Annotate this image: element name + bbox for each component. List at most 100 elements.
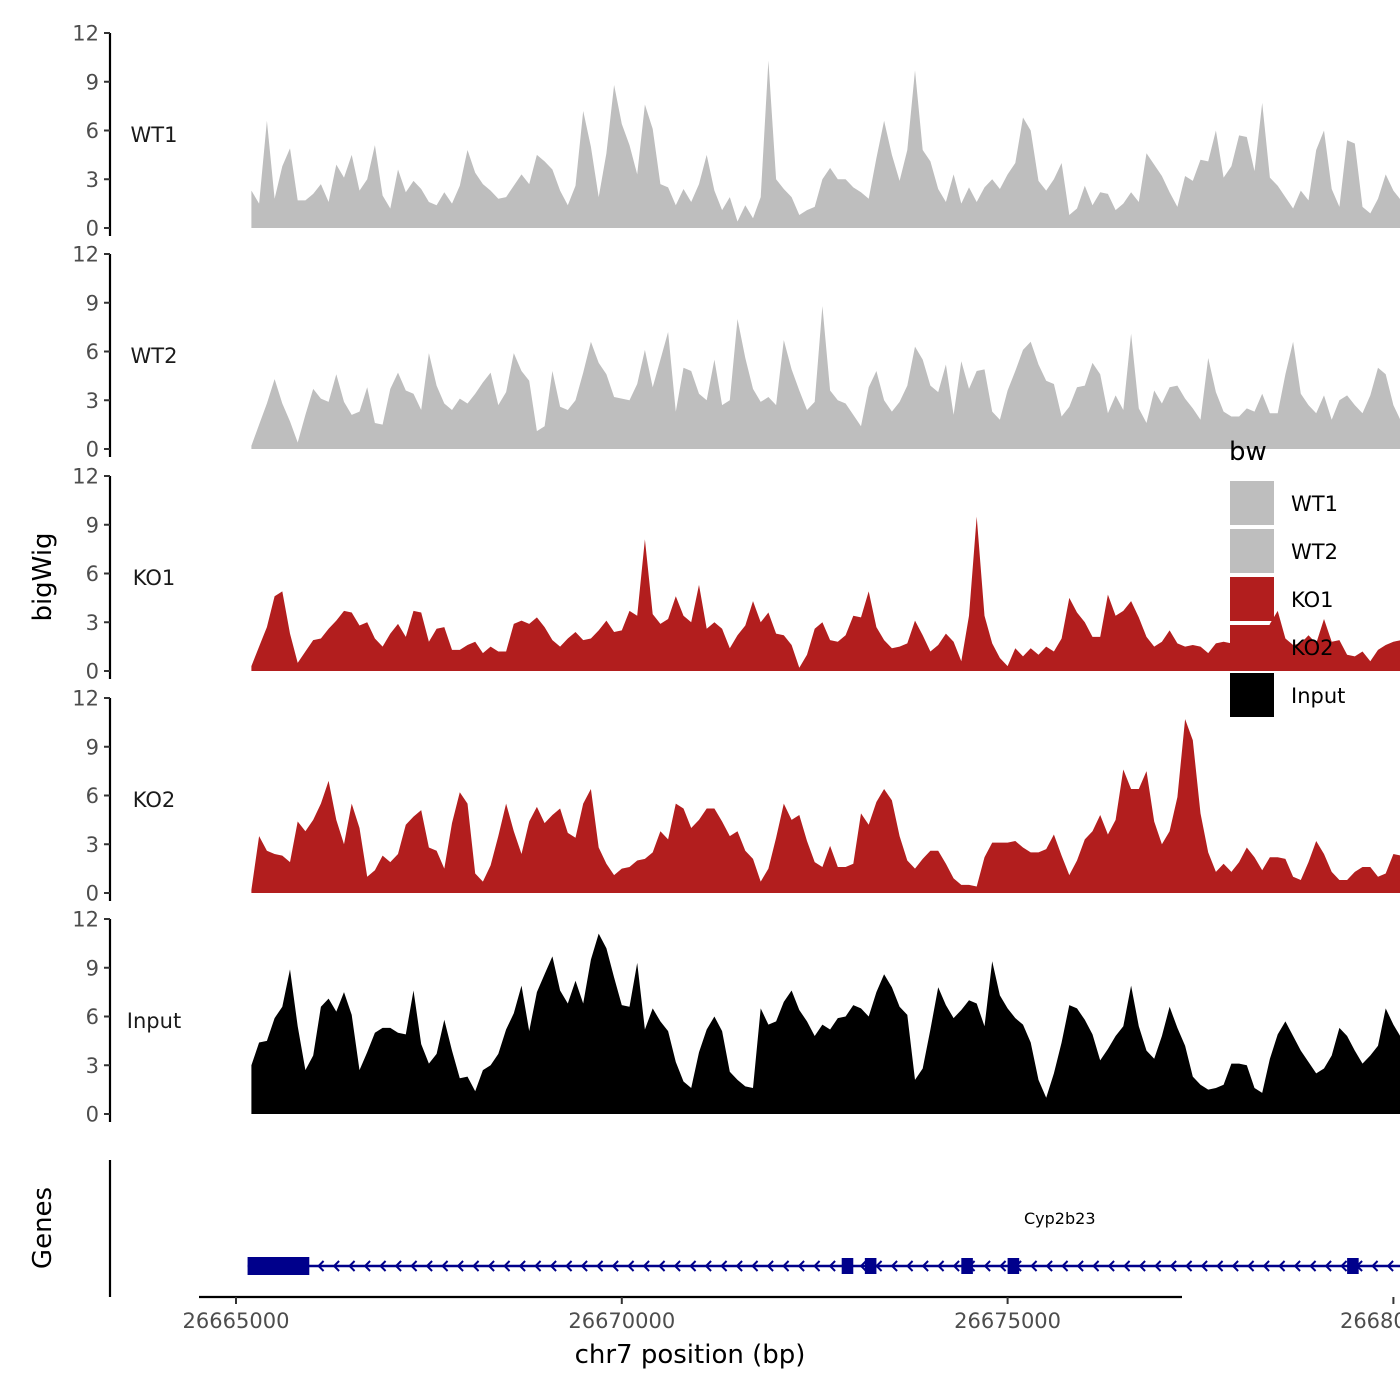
strand-arrow	[627, 1260, 635, 1272]
legend-label: Input	[1291, 684, 1345, 708]
track-wt1: 0 3 6 9 12 WT1	[72, 22, 1400, 241]
strand-arrow	[348, 1260, 356, 1272]
strand-arrow	[813, 1260, 821, 1272]
strand-arrow	[859, 1260, 867, 1272]
y-tick-label: 0	[86, 438, 99, 462]
legend-swatch	[1230, 577, 1274, 621]
y-tick-label: 3	[86, 833, 99, 857]
legend-swatch	[1230, 625, 1274, 669]
strand-arrow	[1092, 1260, 1100, 1272]
legend-item-wt2: WT2	[1230, 529, 1338, 573]
exon	[864, 1258, 877, 1274]
legend-swatch	[1230, 529, 1274, 573]
strand-arrow	[611, 1260, 619, 1272]
strand-arrow	[487, 1260, 495, 1272]
y-tick-label: 6	[86, 1005, 99, 1029]
y-tick-label: 3	[86, 1054, 99, 1078]
y-tick-label: 12	[72, 687, 99, 711]
legend-item-ko2: KO2	[1230, 625, 1334, 669]
strand-arrow	[1293, 1260, 1301, 1272]
x-axis-title: chr7 position (bp)	[575, 1340, 806, 1370]
strand-arrow	[363, 1260, 371, 1272]
track-wt2: 0 3 6 9 12 WT2	[72, 243, 1400, 462]
y-tick-label: 3	[86, 389, 99, 413]
strand-arrow	[751, 1260, 759, 1272]
strand-arrow	[952, 1260, 960, 1272]
strand-arrow	[1030, 1260, 1038, 1272]
strand-arrow	[379, 1260, 387, 1272]
strand-arrow	[1371, 1260, 1379, 1272]
area-input	[251, 933, 1400, 1114]
y-tick-label: 12	[72, 243, 99, 267]
y-tick-label: 0	[86, 217, 99, 241]
strand-arrow	[1200, 1260, 1208, 1272]
strand-arrow	[828, 1260, 836, 1272]
y-tick-label: 12	[72, 22, 99, 46]
legend-item-wt1: WT1	[1230, 481, 1338, 525]
x-tick-label: 26665000	[183, 1309, 290, 1333]
strand-arrow	[766, 1260, 774, 1272]
y-tick-label: 3	[86, 168, 99, 192]
y-tick-label: 0	[86, 660, 99, 684]
strand-arrow	[1045, 1260, 1053, 1272]
strand-arrow	[658, 1260, 666, 1272]
strand-arrow	[1138, 1260, 1146, 1272]
y-axis-title: bigWig	[28, 532, 58, 621]
legend-label: KO1	[1291, 588, 1334, 612]
x-axis: 2666500026670000266750002668000026685000	[183, 1295, 1400, 1333]
track-ko2: 0 3 6 9 12 KO2	[72, 687, 1400, 906]
strand-arrow	[937, 1260, 945, 1272]
legend-label: KO2	[1291, 636, 1334, 660]
strand-arrow	[410, 1260, 418, 1272]
y-tick-label: 6	[86, 784, 99, 808]
area-wt1	[251, 60, 1400, 228]
signal-panels: 0 3 6 9 12 WT1 0 3 6 9 12 WT2 0 3 6 9 12 KO1 0 3 6 9 12 KO2 0 3 6 9…	[72, 22, 1400, 1127]
strand-arrow	[1309, 1260, 1317, 1272]
strand-arrow	[1076, 1260, 1084, 1272]
strand-arrow	[735, 1260, 743, 1272]
strand-arrow	[1247, 1260, 1255, 1272]
strand-arrow	[1386, 1260, 1394, 1272]
strand-arrow	[875, 1260, 883, 1272]
track-label: WT1	[131, 123, 178, 147]
gene-label: Cyp2b23	[1024, 1209, 1096, 1228]
track-label: KO2	[133, 788, 176, 812]
strand-arrow	[1324, 1260, 1332, 1272]
strand-arrow	[673, 1260, 681, 1272]
track-label: KO1	[133, 566, 176, 590]
exon	[1347, 1258, 1359, 1274]
strand-arrow	[797, 1260, 805, 1272]
y-tick-label: 9	[86, 70, 99, 94]
y-tick-label: 9	[86, 513, 99, 537]
strand-arrow	[503, 1260, 511, 1272]
x-tick-label: 26670000	[568, 1309, 675, 1333]
strand-arrow	[642, 1260, 650, 1272]
track-label: WT2	[131, 344, 178, 368]
strand-arrow	[890, 1260, 898, 1272]
strand-arrow	[1231, 1260, 1239, 1272]
strand-arrow	[720, 1260, 728, 1272]
area-wt2	[251, 306, 1400, 449]
gene-cyp2b23: Cyp2b23	[247, 1209, 1400, 1275]
strand-arrow	[704, 1260, 712, 1272]
y-tick-label: 9	[86, 735, 99, 759]
strand-arrow	[983, 1260, 991, 1272]
strand-arrow	[1107, 1260, 1115, 1272]
legend-swatch	[1230, 481, 1274, 525]
strand-arrow	[999, 1260, 1007, 1272]
strand-arrow	[580, 1260, 588, 1272]
strand-arrow	[549, 1260, 557, 1272]
y-tick-label: 12	[72, 465, 99, 489]
legend-title: bw	[1229, 437, 1267, 467]
strand-arrow	[906, 1260, 914, 1272]
strand-arrow	[1154, 1260, 1162, 1272]
exon	[247, 1257, 310, 1275]
x-tick-label: 26680000	[1340, 1309, 1400, 1333]
exon	[1007, 1258, 1020, 1274]
track-ko1: 0 3 6 9 12 KO1	[72, 465, 1400, 684]
strand-arrow	[472, 1260, 480, 1272]
legend-label: WT2	[1291, 540, 1338, 564]
y-tick-label: 12	[72, 908, 99, 932]
exon	[961, 1258, 973, 1274]
